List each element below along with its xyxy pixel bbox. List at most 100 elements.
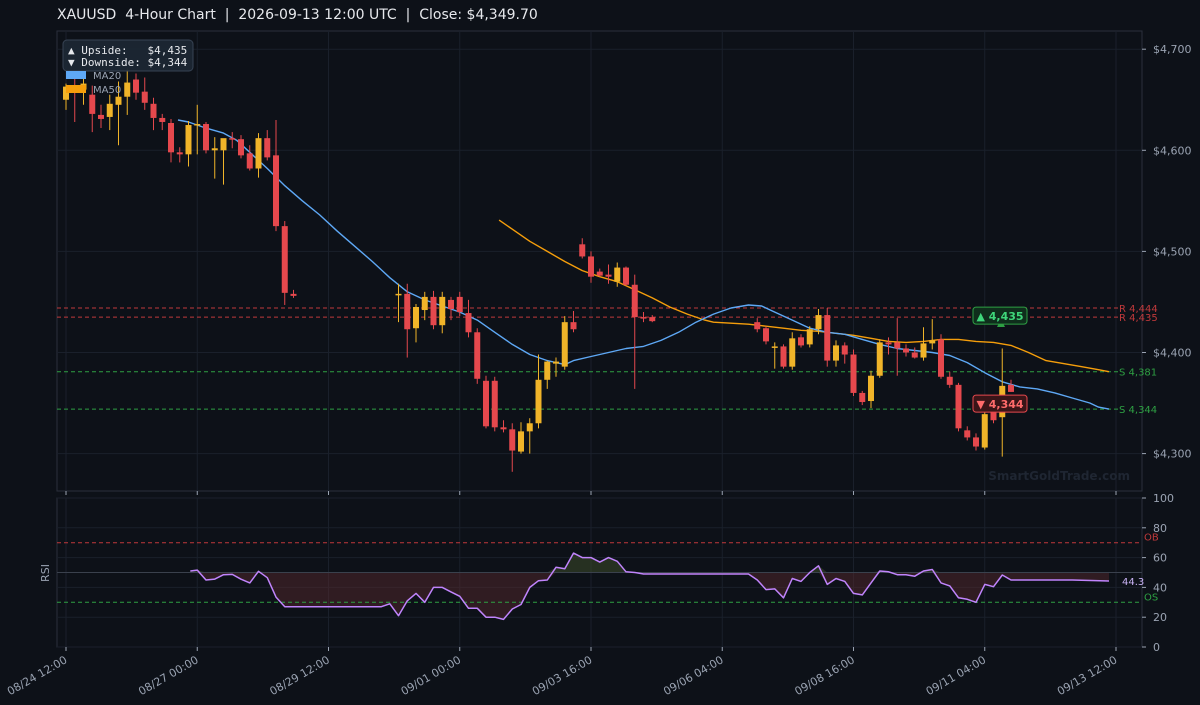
rsi-axis: 0 20 40 60 80 100: [1142, 492, 1174, 654]
rsi-tick-label: 80: [1153, 522, 1167, 535]
candle-body: [973, 437, 979, 447]
candle-body: [255, 138, 262, 169]
candle-body: [509, 429, 516, 451]
resistance-label: R 4,444: [1119, 304, 1158, 315]
candle-body: [264, 138, 271, 158]
rsi-tick-label: 100: [1153, 492, 1174, 505]
rsi-line: [190, 552, 1110, 621]
candle-body: [273, 155, 279, 227]
rsi-bearish-area: [190, 572, 1110, 620]
candle-body: [911, 352, 918, 358]
ma50-line: [498, 219, 1110, 373]
candle-body: [220, 138, 227, 151]
candle-body: [176, 152, 183, 155]
candle-body: [929, 340, 936, 344]
candle-body: [526, 423, 533, 432]
support-label: S 4,381: [1119, 368, 1157, 379]
candle-body: [150, 103, 157, 118]
candle-body: [981, 414, 988, 448]
candle-body: [456, 296, 463, 313]
x-tick-label: 09/11 04:00: [924, 653, 988, 698]
candle-body: [404, 293, 411, 330]
candle-body: [885, 342, 892, 345]
candle-body: [141, 91, 148, 103]
candle-body: [806, 329, 813, 345]
ma20-line: [177, 119, 1110, 410]
upside-target-label: ▲ 4,435: [976, 310, 1023, 323]
candle-body: [841, 345, 848, 355]
x-tick-label: 09/06 04:00: [661, 653, 725, 698]
candle-body: [754, 322, 761, 330]
candle-body: [483, 380, 489, 427]
x-tick-label: 08/29 12:00: [268, 653, 332, 698]
candle-body: [194, 124, 201, 126]
rsi-ob-label: OB: [1144, 533, 1159, 544]
candle-body: [395, 293, 402, 296]
rsi-os-label: OS: [1144, 592, 1158, 603]
price-tick-label: $4,600: [1153, 144, 1192, 157]
downside-target-label: ▼ 4,344: [976, 398, 1023, 411]
price-axis: $4,300 $4,400 $4,500 $4,600 $4,700: [1142, 43, 1192, 461]
moving-average-lines: [177, 119, 1110, 410]
x-tick-label: 08/27 00:00: [136, 653, 200, 698]
candle-body: [518, 431, 524, 452]
legend-upside: ▲ Upside: $4,435: [68, 44, 187, 57]
legend-ma20: MA20: [93, 71, 121, 82]
candle-body: [439, 296, 446, 326]
candle-body: [168, 123, 174, 153]
ma50-swatch: [66, 85, 86, 93]
candle-body: [990, 412, 997, 421]
candle-body: [413, 307, 419, 329]
x-tick-label: 09/03 16:00: [530, 653, 594, 698]
price-tick-label: $4,700: [1153, 43, 1192, 56]
candle-body: [605, 274, 612, 277]
candle-body: [474, 332, 481, 379]
legend-downside: ▼ Downside: $4,344: [68, 56, 188, 69]
candle-body: [465, 313, 472, 333]
candle-body: [859, 392, 866, 403]
target-markers: ▲ 4,435 ▼ 4,344: [972, 306, 1028, 413]
resistance-label: R 4,435: [1119, 313, 1158, 324]
candle-body: [649, 317, 656, 322]
rsi-axis-label: RSI: [39, 564, 52, 582]
candle-body: [894, 342, 901, 349]
chart-title: XAUUSD 4-Hour Chart | 2026-09-13 12:00 U…: [57, 7, 538, 23]
candle-body: [133, 79, 139, 93]
candle-body: [798, 337, 804, 346]
candle-body: [535, 379, 542, 424]
candle-body: [640, 317, 647, 319]
x-tick-label: 09/01 00:00: [399, 653, 463, 698]
rsi-tick-label: 0: [1153, 641, 1160, 654]
candle-body: [964, 430, 971, 438]
candle-body: [448, 299, 454, 310]
candle-body: [98, 114, 104, 119]
candle-body: [771, 346, 778, 348]
candle-body: [238, 139, 244, 156]
legend: ▲ Upside: $4,435 ▼ Downside: $4,344 MA20…: [62, 39, 194, 96]
downside-target-box: [972, 394, 1028, 413]
price-tick-label: $4,300: [1153, 448, 1192, 461]
candle-body: [614, 267, 621, 282]
candle-body: [89, 94, 96, 114]
ma20-swatch: [66, 71, 86, 79]
candle-body: [544, 361, 551, 380]
candle-body: [623, 267, 629, 285]
rsi-tick-label: 20: [1153, 611, 1167, 624]
price-tick-label: $4,500: [1153, 245, 1192, 258]
upside-target-box: [972, 306, 1028, 325]
x-tick-label: 09/13 12:00: [1055, 653, 1119, 698]
candle-body: [63, 86, 69, 100]
legend-ma50: MA50: [93, 85, 121, 96]
candle-body: [815, 315, 822, 330]
candle-body: [106, 103, 113, 117]
candle-body: [876, 342, 883, 376]
candle-body: [561, 322, 568, 367]
price-tick-label: $4,400: [1153, 346, 1192, 359]
candle-body: [631, 284, 638, 318]
support-label: S 4,344: [1119, 405, 1157, 416]
candle-body: [553, 361, 559, 364]
candle-body: [850, 354, 857, 393]
candle-body: [281, 226, 288, 293]
